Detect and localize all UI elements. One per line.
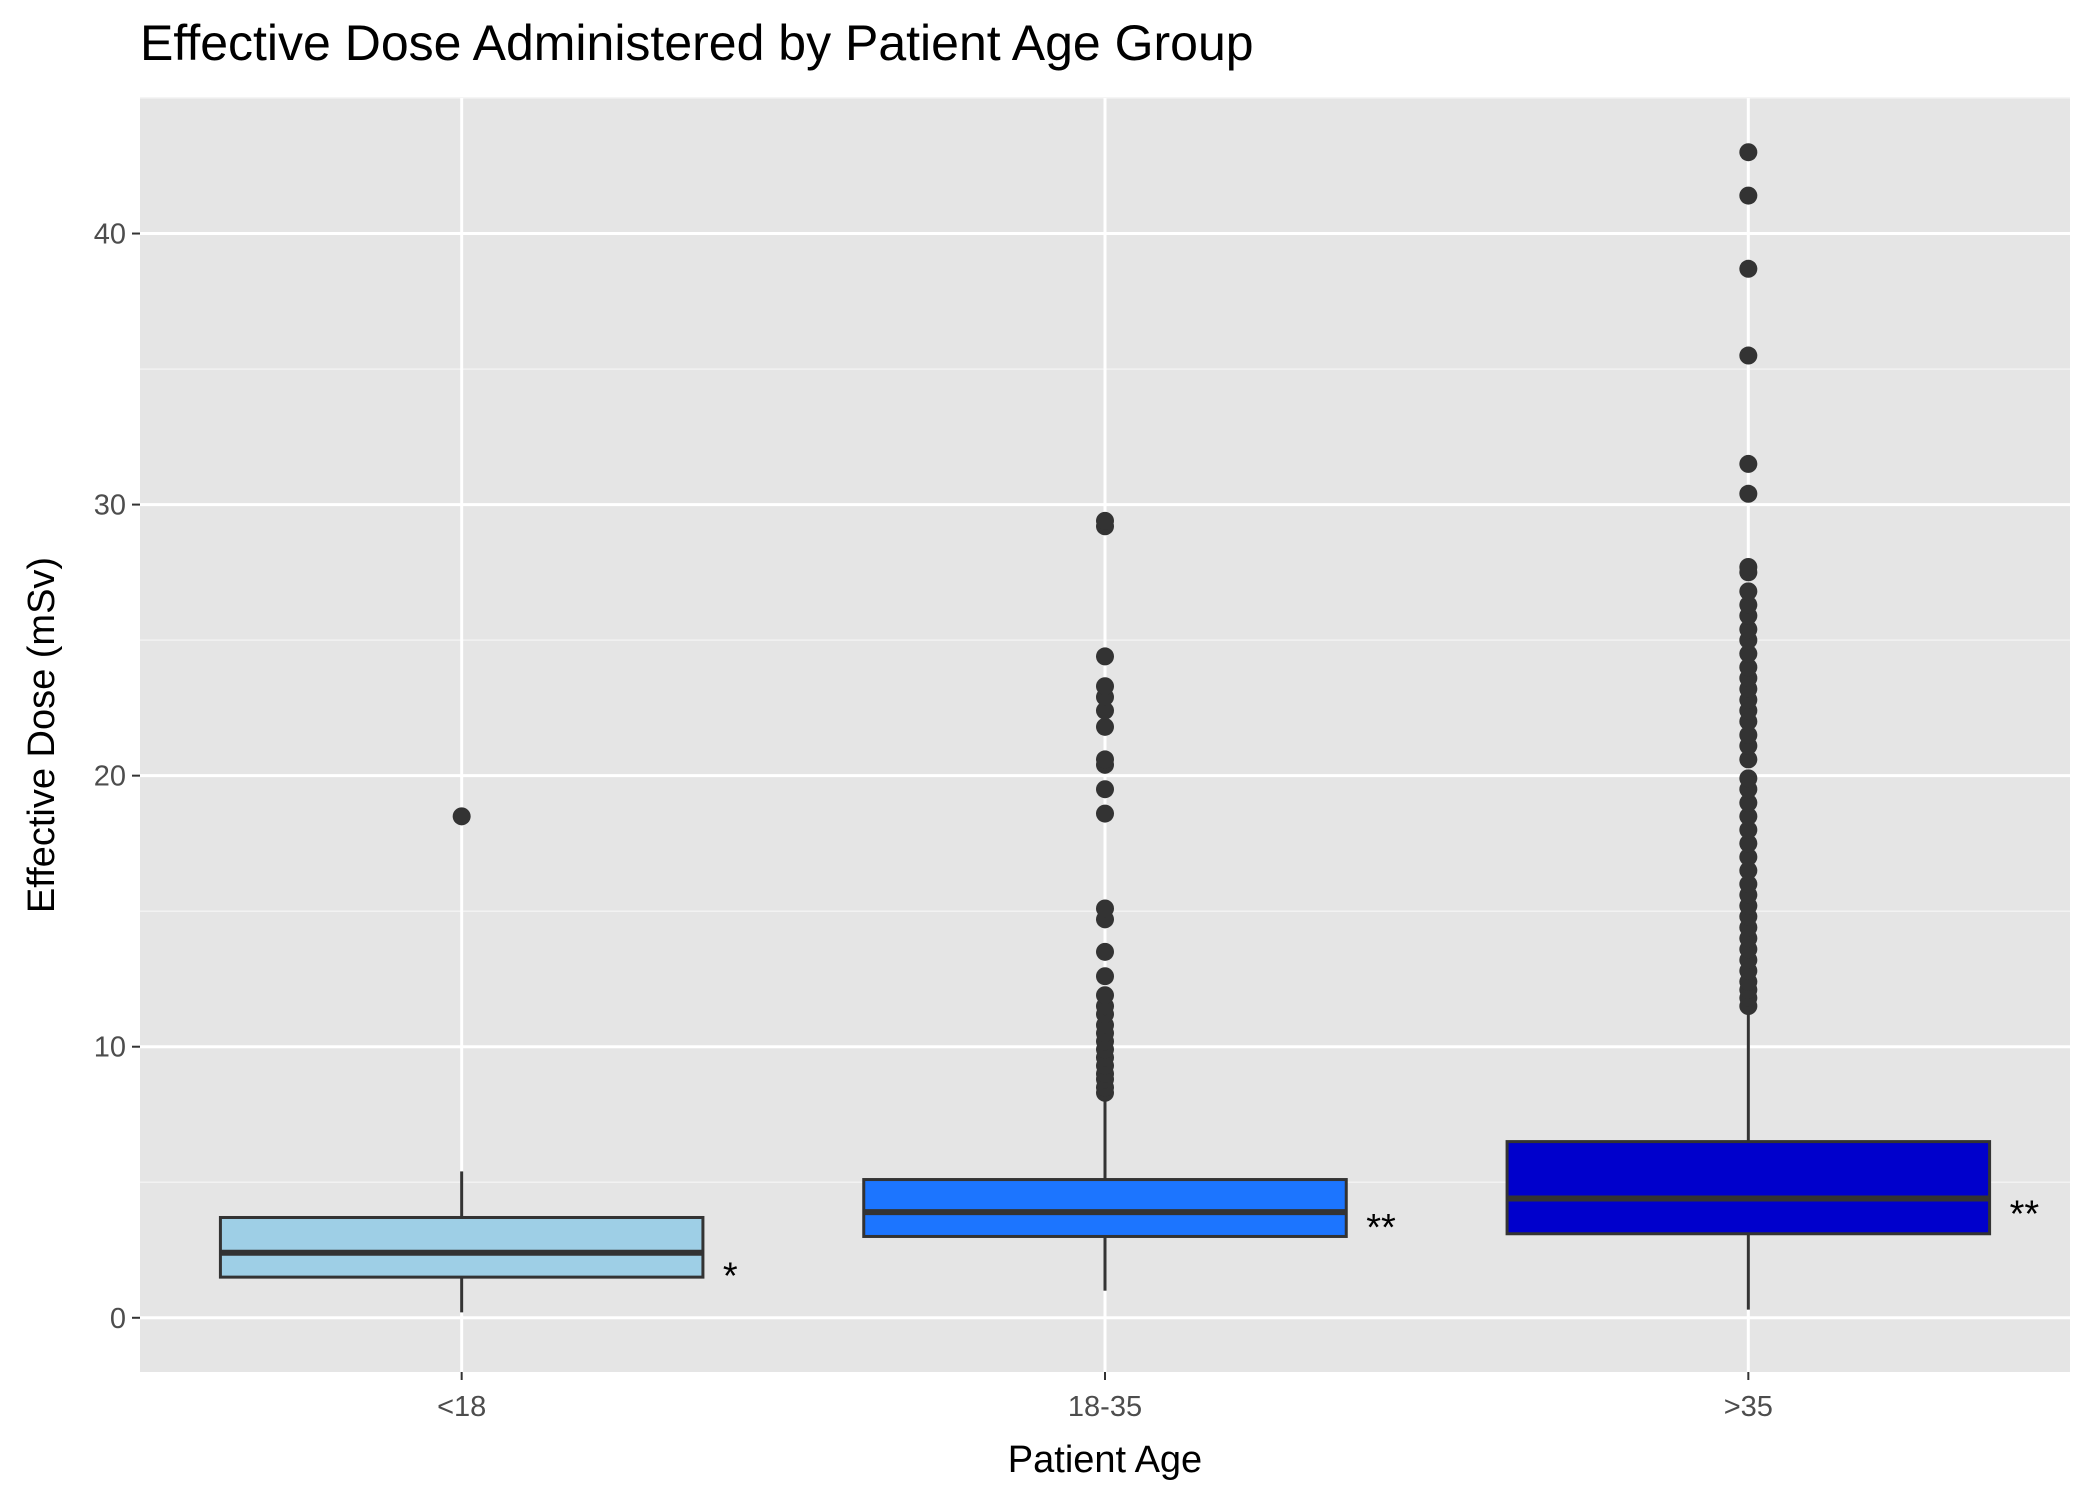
outlier-point — [1739, 807, 1758, 826]
significance-label: ** — [1366, 1207, 1396, 1249]
outlier-point — [1739, 620, 1758, 639]
outlier-point — [1096, 780, 1114, 799]
outlier-point — [1096, 899, 1114, 918]
outlier-point — [1096, 942, 1114, 961]
outlier-point — [1739, 834, 1758, 853]
y-tick-label: 0 — [110, 1303, 126, 1335]
iqr-box — [218, 1215, 705, 1279]
outlier-point — [1739, 847, 1758, 866]
x-tick-label: 18-35 — [1068, 1391, 1142, 1423]
outlier-point — [1739, 793, 1758, 812]
outlier-point — [1096, 750, 1114, 769]
outlier-point — [1739, 750, 1758, 769]
outlier-point — [1739, 484, 1758, 503]
outlier-point — [1096, 717, 1114, 736]
outlier-point — [1739, 186, 1758, 205]
significance-label: * — [723, 1256, 738, 1298]
outlier-point — [1739, 658, 1758, 677]
outlier-point — [1739, 346, 1758, 365]
outlier-point — [1739, 769, 1758, 788]
y-tick-label: 20 — [94, 761, 126, 793]
outlier-point — [1739, 557, 1758, 576]
y-tick-label: 40 — [94, 219, 126, 251]
outlier-point — [1096, 647, 1114, 666]
y-axis-title: Effective Dose (mSv) — [21, 557, 63, 913]
iqr-box — [1505, 1140, 1992, 1236]
x-axis-title: Patient Age — [1008, 1439, 1202, 1481]
box-group-1: * — [218, 807, 738, 1313]
axes: 0 10 20 30 40 <18 18-35 >35 — [94, 219, 1773, 1423]
outlier-point — [1096, 677, 1114, 696]
x-tick-label: <18 — [437, 1391, 486, 1423]
outlier-point — [1096, 986, 1114, 1005]
outlier-point — [1739, 861, 1758, 880]
x-tick-label: >35 — [1724, 1391, 1773, 1423]
outlier-point — [1739, 454, 1758, 473]
significance-label: ** — [2010, 1194, 2040, 1236]
outlier-point — [1096, 701, 1114, 720]
outlier-point — [1739, 259, 1758, 278]
outlier-point — [1739, 582, 1758, 601]
box-group-3: ** — [1505, 143, 2040, 1310]
outlier-point — [1739, 820, 1758, 839]
outlier-point — [1739, 644, 1758, 663]
outlier-point — [1739, 726, 1758, 744]
y-tick-label: 30 — [94, 490, 126, 522]
outlier-point — [1739, 143, 1758, 162]
outlier-point — [452, 807, 471, 826]
outlier-point — [1096, 804, 1114, 823]
y-tick-label: 10 — [94, 1032, 126, 1064]
outlier-point — [1739, 875, 1758, 894]
box-group-2: ** — [862, 511, 1396, 1291]
iqr-box — [862, 1178, 1348, 1238]
outlier-point — [1096, 511, 1114, 530]
boxes: *** ** — [218, 143, 2040, 1313]
chart-title: Effective Dose Administered by Patient A… — [140, 15, 1254, 71]
outlier-point — [1739, 595, 1758, 614]
outlier-point — [1096, 967, 1114, 986]
